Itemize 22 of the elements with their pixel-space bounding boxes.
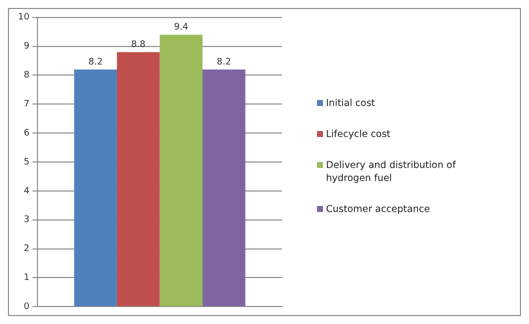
y-tick-label: 6: [24, 128, 30, 138]
bar: [116, 52, 160, 306]
y-tick-label: 2: [24, 244, 30, 254]
y-tick-label: 5: [24, 157, 30, 168]
bar: [160, 34, 203, 306]
bar: [74, 69, 117, 306]
bar: [202, 69, 246, 306]
y-tick-label: 7: [24, 100, 30, 110]
legend-label: Lifecycle cost: [326, 128, 390, 141]
data-label: 9.4: [174, 22, 189, 33]
y-tick-label: 1: [24, 273, 30, 284]
y-tick-label: 10: [18, 12, 30, 23]
data-label: 8.2: [88, 57, 103, 68]
y-tick-label: 4: [24, 186, 30, 196]
legend-label: Delivery and distribution of hydrogen fuel: [326, 159, 457, 185]
legend-label: Customer acceptance: [326, 203, 430, 216]
legend-label: Initial cost: [326, 97, 376, 110]
data-label: 8.2: [216, 57, 232, 68]
y-tick-label: 0: [24, 302, 30, 312]
y-tick-label: 3: [24, 215, 30, 226]
y-tick-label: 9: [24, 42, 30, 52]
y-tick-label: 8: [24, 70, 30, 81]
